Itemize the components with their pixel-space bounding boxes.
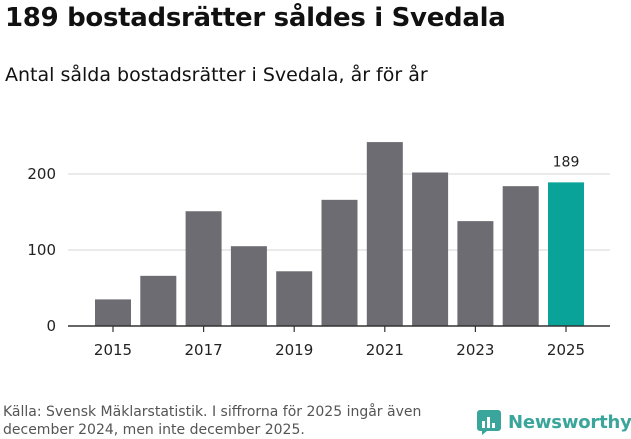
axes [68, 325, 610, 332]
bar-2016 [140, 275, 177, 326]
x-tick-label-2015: 2015 [94, 341, 132, 359]
bar-2024 [502, 186, 539, 326]
bar-2015 [95, 299, 131, 326]
data-label-2025: 189 [553, 154, 580, 170]
brand-name: Newsworthy [508, 411, 631, 433]
bar-chart: 0 100 200 2015 2017 2019 2021 2023 2025 189 [27, 142, 610, 359]
bar-2018 [230, 246, 267, 326]
bar-2022 [412, 172, 449, 326]
labels: 0 100 200 2015 2017 2019 2021 2023 2025 189 [27, 154, 585, 359]
source-note: Källa: Svensk Mäklarstatistik. I siffror… [3, 404, 422, 438]
x-tick-label-2021: 2021 [366, 341, 404, 359]
newsworthy-logo-icon [477, 410, 501, 435]
bar-2020 [321, 199, 358, 326]
y-tick-label-200: 200 [27, 165, 56, 183]
brand-logo: Newsworthy [476, 409, 631, 435]
bar-2021 [366, 142, 403, 326]
bar-2017 [185, 211, 222, 326]
x-tick-label-2017: 2017 [185, 341, 223, 359]
bars [95, 142, 584, 326]
bar-2019 [276, 271, 313, 326]
y-tick-label-100: 100 [27, 241, 56, 259]
x-tick-label-2023: 2023 [456, 341, 494, 359]
y-tick-label-0: 0 [46, 317, 56, 335]
x-tick-label-2025: 2025 [547, 341, 585, 359]
chart-title: 189 bostadsrätter såldes i Svedala [5, 3, 506, 33]
x-tick-label-2019: 2019 [275, 341, 313, 359]
bar-2025 [548, 182, 584, 326]
chart-subtitle: Antal sålda bostadsrätter i Svedala, år … [5, 64, 428, 86]
bar-2023 [457, 221, 494, 326]
